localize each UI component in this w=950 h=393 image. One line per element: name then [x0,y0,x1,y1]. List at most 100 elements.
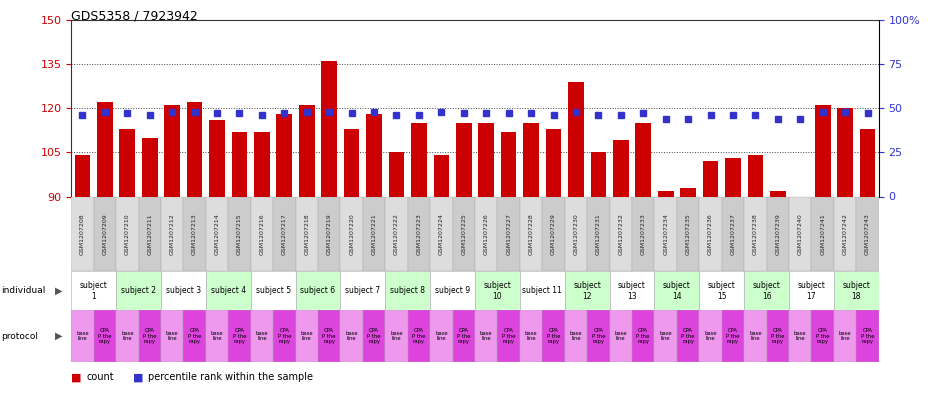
Text: base
line: base line [839,331,851,342]
Bar [71,196,94,271]
Bar [587,196,610,271]
Bar [366,114,382,196]
Bar [748,155,763,196]
Text: subject 2: subject 2 [121,286,156,295]
Bar [789,310,811,362]
Bar [498,196,520,271]
Text: protocol: protocol [1,332,38,340]
Text: subject 8: subject 8 [390,286,426,295]
Text: base
line: base line [76,331,88,342]
Text: CPA
P the
rapy: CPA P the rapy [233,328,246,344]
Text: subject 11: subject 11 [522,286,562,295]
Text: subject 7: subject 7 [345,286,380,295]
Text: GDS5358 / 7923942: GDS5358 / 7923942 [71,10,198,23]
Bar [363,310,386,362]
Bar [408,310,430,362]
Text: subject
15: subject 15 [708,281,735,301]
Bar [139,196,161,271]
Text: GSM1207225: GSM1207225 [462,213,466,255]
Bar [591,152,606,196]
Text: subject 3: subject 3 [166,286,201,295]
Bar [613,141,629,196]
Bar [276,114,293,196]
Bar [206,271,251,310]
Bar [228,310,251,362]
Text: GSM1207224: GSM1207224 [439,213,444,255]
Text: base
line: base line [435,331,447,342]
Text: CPA
P the
rapy: CPA P the rapy [322,328,336,344]
Text: GSM1207213: GSM1207213 [192,213,197,255]
Text: base
line: base line [794,331,807,342]
Bar [837,108,853,196]
Bar [564,310,587,362]
Bar [744,271,789,310]
Bar [456,123,471,196]
Bar [299,105,314,196]
Text: CPA
P the
rapy: CPA P the rapy [412,328,426,344]
Bar [811,310,834,362]
Text: base
line: base line [345,331,358,342]
Bar [251,196,274,271]
Bar [183,310,206,362]
Bar [411,123,427,196]
Bar [71,271,116,310]
Bar [318,196,340,271]
Text: base
line: base line [570,331,582,342]
Bar [340,196,363,271]
Text: base
line: base line [211,331,223,342]
Text: GSM1207242: GSM1207242 [843,213,847,255]
Bar [475,196,498,271]
Bar [430,310,452,362]
Text: CPA
P the
rapy: CPA P the rapy [681,328,694,344]
Text: base
line: base line [749,331,762,342]
Bar [433,155,449,196]
Bar [722,196,744,271]
Bar [680,188,696,196]
Bar [120,129,135,196]
Bar [340,271,386,310]
Text: subject
18: subject 18 [843,281,870,301]
Text: base
line: base line [256,331,268,342]
Bar [767,196,789,271]
Text: count: count [86,372,114,382]
Bar [295,310,318,362]
Bar [699,310,722,362]
Text: base
line: base line [480,331,492,342]
Bar [632,310,655,362]
Text: GSM1207209: GSM1207209 [103,213,107,255]
Text: GSM1207211: GSM1207211 [147,213,152,255]
Bar [834,271,879,310]
Text: GSM1207239: GSM1207239 [775,213,780,255]
Bar [318,310,340,362]
Bar [610,271,655,310]
Text: subject
14: subject 14 [663,281,691,301]
Text: CPA
P the
rapy: CPA P the rapy [277,328,291,344]
Text: CPA
P the
rapy: CPA P the rapy [547,328,560,344]
Bar [610,196,632,271]
Text: GSM1207237: GSM1207237 [731,213,735,255]
Bar [610,310,632,362]
Text: subject 5: subject 5 [256,286,291,295]
Bar [363,196,386,271]
Text: ■: ■ [133,372,143,382]
Text: GSM1207240: GSM1207240 [798,213,803,255]
Text: GSM1207226: GSM1207226 [484,213,488,255]
Bar [770,191,786,196]
Bar [542,310,564,362]
Text: GSM1207210: GSM1207210 [124,213,130,255]
Bar [520,196,542,271]
Bar [452,196,475,271]
Bar [274,310,295,362]
Bar [856,310,879,362]
Bar [564,271,610,310]
Text: base
line: base line [121,331,134,342]
Text: CPA
P the
rapy: CPA P the rapy [457,328,470,344]
Bar [274,196,295,271]
Bar [295,271,340,310]
Text: base
line: base line [390,331,403,342]
Text: subject
10: subject 10 [484,281,511,301]
Bar [767,310,789,362]
Bar [655,196,676,271]
Text: percentile rank within the sample: percentile rank within the sample [148,372,314,382]
Bar [725,158,741,196]
